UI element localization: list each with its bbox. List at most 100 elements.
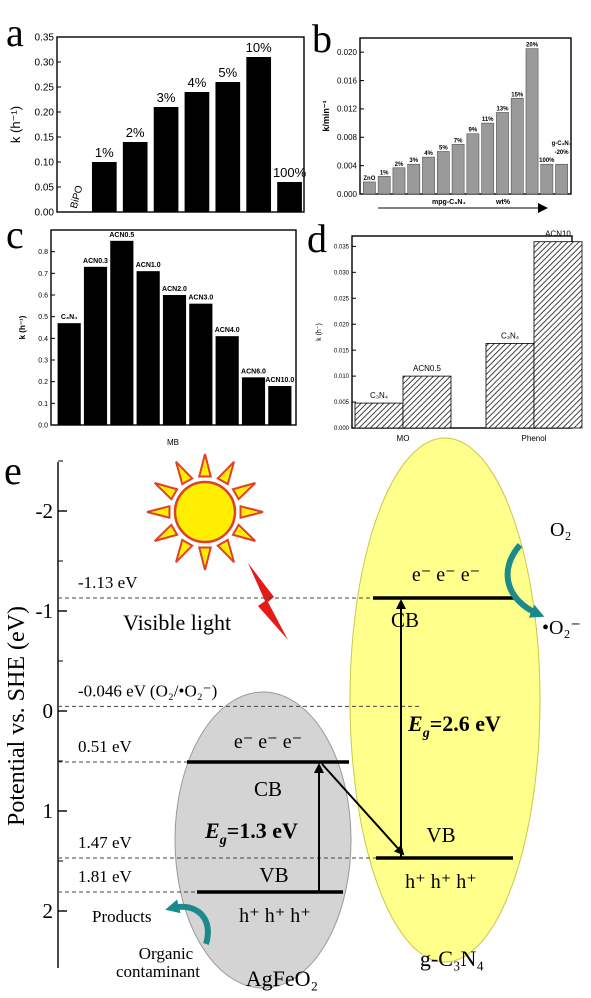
d-bar [533,241,583,429]
contaminant-label-line2: contaminant [116,962,200,981]
b-y-tick-label: 0.000 [337,190,358,199]
b-bar [481,122,495,195]
b-bar [525,48,539,195]
e-level-label: -1.13 eV [78,573,138,592]
b-bar [451,144,465,195]
agfeo2-ellipse [174,691,352,989]
b-bar [496,112,509,195]
e-level-label: 1.47 eV [78,833,133,852]
charge-transfer-arrow [321,763,405,856]
b-bar-label: 11% [482,117,494,123]
gcn-cb-label: CB [391,608,419,632]
b-y-axis-label: k/min⁻¹ [321,100,331,131]
a-bar-label: 3% [157,90,176,105]
b-bar-label: 20% [526,43,539,49]
b-x-label-left: mpg-C₃N₄ [432,199,466,206]
c-y-tick-label: 0.5 [38,314,48,321]
d-bar [485,343,535,429]
a-bar [246,57,272,212]
d-bar-label: C₃N₄ [370,391,388,400]
chart-b: 0.000 0.004 0.008 0.012 0.016 0.020 k/min⁻¹ ZnO… [321,37,572,213]
chart-c: 0.0 0.1 0.2 0.3 0.4 0.5 0.6 0.7 0.8 k (h⁻¹) MB C₃N₄… [18,229,297,447]
b-y-tick-label: 0.008 [337,133,358,142]
o2-reduction-arrow [504,543,545,618]
lightning-icon [248,563,288,640]
e-level-label: 0.51 eV [78,737,133,756]
d-y-tick-label: 0.035 [334,244,350,250]
c-bar-label: C₃N₄ [61,314,78,321]
a-y-tick-label: 0.25 [35,83,55,94]
b-bar-label: ZnO [363,176,375,182]
axis-label-potential: Potential vs. SHE (eV) [4,606,30,826]
b-bar [540,163,554,195]
d-y-axis-label: k (h⁻) [316,323,323,341]
c-y-tick-label: 0.1 [38,401,48,408]
d-y-tick-label: 0.015 [334,348,350,354]
a-y-axis-label: k (h⁻¹) [8,106,23,143]
a-bar [277,182,302,212]
products-label: Products [92,907,152,926]
a-plot-frame [56,36,305,213]
c-bar [110,240,134,425]
b-bar-label: 15% [511,92,524,98]
a-bar-label: 1% [95,145,114,160]
b-bar-label-gcn: -20% [555,150,570,156]
d-bar-label: C₃N₄ [501,331,519,340]
c-x-axis-label: MB [167,438,179,447]
b-bar-label: 2% [395,162,404,168]
c-bar-label: ACN0.3 [83,258,108,265]
visible-light-label: Visible light [123,610,231,635]
panel-label-e: e [4,448,22,493]
o2-label: O₂ [550,519,571,541]
e-y-tick-label: 0 [43,699,54,723]
a-bar-label: 100% [273,165,307,180]
a-bar [122,142,148,212]
b-bar [392,167,406,195]
b-bar-label-gcn: g-C₃N₄ [552,141,572,147]
gcn-electrons: e⁻ e⁻ e⁻ [412,564,480,586]
sun-ray [216,538,235,563]
gcn-ellipse [349,437,541,963]
c-bar [189,303,213,425]
d-category-label: Phenol [522,434,547,443]
a-y-tick-label: 0.00 [35,208,55,219]
b-x-label-right: wt% [495,199,511,206]
d-y-tick-label: 0.005 [334,400,350,406]
band-diagram: Potential vs. SHE (eV) Visible light -2 -… [4,437,581,991]
c-bar-label: ACN4.0 [215,327,240,334]
b-bar [407,163,421,195]
gcn-name: g-C₃N₄ [420,946,484,971]
d-y-tick-label: 0.010 [334,374,350,380]
degradation-arrow [165,899,211,945]
a-bar [153,107,179,212]
agfeo2-cb-label: CB [254,777,282,801]
sun-ray [231,523,256,542]
b-bar-label: 1% [380,170,389,176]
a-y-tick-label: 0.35 [35,33,55,44]
b-bar-label: 7% [454,138,463,144]
sun-ray [154,523,179,542]
a-bar-label: 10% [246,40,272,55]
d-y-tick-label: 0.025 [334,296,350,302]
c-bar-label: ACN2.0 [162,286,187,293]
panel-label-d: d [307,216,327,261]
b-bar [555,163,568,195]
gcn-holes: h⁺ h⁺ h⁺ [405,871,477,893]
chart-d: 0.000 0.005 0.010 0.015 0.020 0.025 0.030 0.035… [316,230,583,443]
c-bar-label: ACN0.5 [109,232,134,239]
sun-ray [216,461,235,486]
b-y-tick-label: 0.016 [337,76,358,85]
c-bar-label: ACN1.0 [136,262,161,269]
b-bar [466,133,480,195]
b-bar-label: 4% [424,151,433,157]
agfeo2-name: AgFeO₂ [246,966,318,991]
agfeo2-eg-label: Eg=1.3 eV [204,818,298,848]
e-y-tick-label: 2 [43,899,54,923]
e-y-tick-label: 1 [43,799,54,823]
panel-label-a: a [6,10,24,55]
b-bar [377,175,391,195]
e-level-label: 1.81 eV [78,867,133,886]
c-y-tick-label: 0.2 [38,379,48,386]
c-y-tick-label: 0.4 [38,336,48,343]
d-y-tick-label: 0.030 [334,270,350,276]
